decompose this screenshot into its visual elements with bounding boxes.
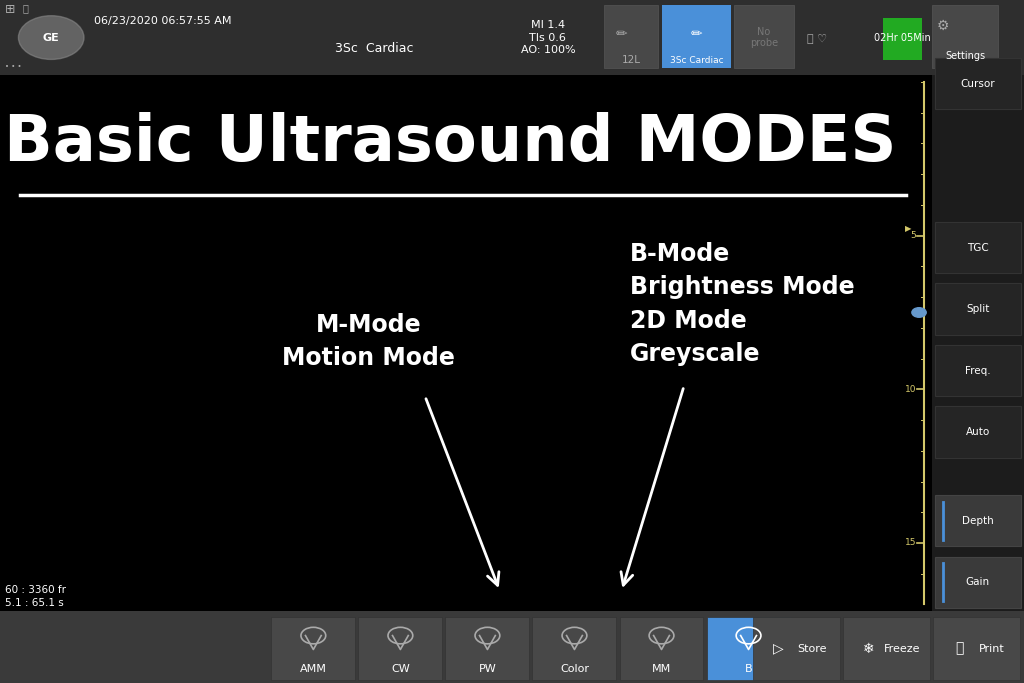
Text: 12L: 12L bbox=[623, 55, 641, 65]
Bar bbox=[0, 611, 1024, 683]
Text: PW: PW bbox=[478, 664, 497, 674]
Text: ⚙: ⚙ bbox=[937, 19, 949, 33]
Text: 60 : 3360 fr
5.1 : 65.1 s: 60 : 3360 fr 5.1 : 65.1 s bbox=[5, 585, 67, 608]
Text: ▶: ▶ bbox=[905, 224, 912, 233]
Text: Freq.: Freq. bbox=[965, 365, 991, 376]
Bar bbox=[0, 0, 1024, 75]
Text: ✏: ✏ bbox=[615, 27, 628, 41]
Text: 🔍: 🔍 bbox=[23, 3, 29, 14]
Bar bbox=[734, 5, 794, 68]
Text: 🖨: 🖨 bbox=[954, 641, 964, 656]
Text: 5: 5 bbox=[910, 231, 916, 240]
Text: ✏: ✏ bbox=[690, 27, 702, 41]
Text: ⬜ ♡: ⬜ ♡ bbox=[807, 33, 827, 42]
Text: ❄: ❄ bbox=[863, 641, 874, 656]
Text: Settings: Settings bbox=[945, 51, 986, 61]
Text: MM: MM bbox=[652, 664, 671, 674]
Text: B-Mode
Brightness Mode
2D Mode
Greyscale: B-Mode Brightness Mode 2D Mode Greyscale bbox=[630, 242, 854, 366]
Bar bbox=[935, 557, 1021, 608]
Bar bbox=[753, 617, 840, 680]
Text: Store: Store bbox=[797, 643, 826, 654]
Text: 10: 10 bbox=[904, 385, 916, 394]
Text: • • •: • • • bbox=[5, 64, 22, 70]
Text: B: B bbox=[744, 664, 753, 674]
Bar bbox=[935, 345, 1021, 396]
Text: 06/23/2020 06:57:55 AM: 06/23/2020 06:57:55 AM bbox=[94, 16, 231, 26]
Text: 02Hr 05Min: 02Hr 05Min bbox=[873, 33, 931, 42]
Bar bbox=[532, 617, 616, 680]
Bar bbox=[271, 617, 355, 680]
Bar bbox=[933, 617, 1020, 680]
Bar bbox=[935, 495, 1021, 546]
Text: Freeze: Freeze bbox=[884, 643, 921, 654]
Text: Gain: Gain bbox=[966, 577, 990, 587]
Circle shape bbox=[18, 16, 84, 59]
Text: AMM: AMM bbox=[300, 664, 327, 674]
Text: M-Mode
Motion Mode: M-Mode Motion Mode bbox=[283, 313, 455, 370]
Text: 15: 15 bbox=[904, 538, 916, 548]
Text: Split: Split bbox=[967, 304, 989, 314]
Text: Color: Color bbox=[560, 664, 589, 674]
Text: TGC: TGC bbox=[967, 242, 989, 253]
Text: Cursor: Cursor bbox=[961, 79, 995, 89]
Text: No
probe: No probe bbox=[750, 27, 778, 48]
Text: 3Sc Cardiac: 3Sc Cardiac bbox=[670, 55, 723, 65]
Text: Auto: Auto bbox=[966, 427, 990, 437]
Bar bbox=[935, 283, 1021, 335]
Bar bbox=[932, 75, 1024, 611]
Circle shape bbox=[912, 307, 927, 317]
Text: ⊞: ⊞ bbox=[5, 3, 15, 16]
Bar bbox=[932, 5, 998, 68]
Bar bbox=[935, 222, 1021, 273]
Text: MI 1.4
TIs 0.6
AO: 100%: MI 1.4 TIs 0.6 AO: 100% bbox=[520, 20, 575, 55]
Text: 3Sc  Cardiac: 3Sc Cardiac bbox=[335, 42, 413, 55]
Bar bbox=[445, 617, 529, 680]
Text: Basic Ultrasound MODES: Basic Ultrasound MODES bbox=[4, 113, 897, 174]
Text: ▷: ▷ bbox=[773, 641, 784, 656]
Text: Depth: Depth bbox=[962, 516, 994, 526]
Bar bbox=[843, 617, 930, 680]
Text: GE: GE bbox=[43, 33, 59, 42]
Bar bbox=[620, 617, 703, 680]
Bar bbox=[935, 406, 1021, 458]
Bar bbox=[662, 5, 731, 68]
Text: CW: CW bbox=[391, 664, 410, 674]
Bar bbox=[358, 617, 442, 680]
Bar bbox=[707, 617, 791, 680]
Bar bbox=[935, 58, 1021, 109]
Bar bbox=[604, 5, 658, 68]
Text: Print: Print bbox=[979, 643, 1005, 654]
Bar bbox=[883, 18, 922, 60]
